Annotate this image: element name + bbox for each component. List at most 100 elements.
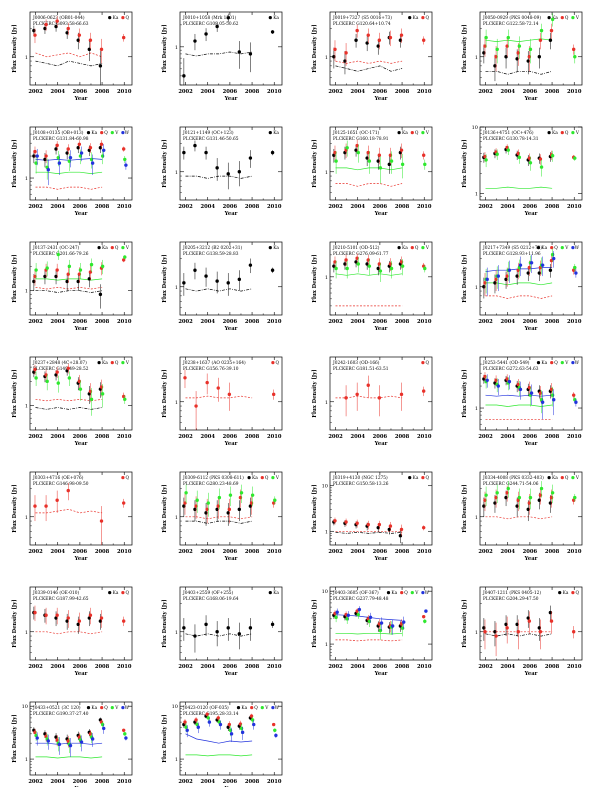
- source-name: J0121+1149 (OC+123): [182, 131, 234, 136]
- x-tick-label: 2008: [545, 664, 560, 670]
- legend-label-q: Q: [275, 361, 279, 366]
- legend-marker-w: [571, 246, 575, 250]
- x-tick-label: 2002: [328, 319, 343, 325]
- chart-panel: 2002 2004 2006 2008 2010 Year 1 10 Flux Density …: [312, 471, 433, 562]
- x-tick-label: 2010: [567, 89, 582, 95]
- data-point-ka: [65, 151, 69, 155]
- x-tick-label: 2006: [523, 319, 538, 325]
- legend-marker-q: [550, 246, 554, 250]
- y-axis-label: Flux Density [Jy]: [462, 484, 468, 532]
- data-point-w: [102, 726, 106, 731]
- legend-marker-v: [271, 476, 275, 480]
- x-tick-label: 2010: [267, 319, 282, 325]
- data-point-v: [389, 266, 394, 271]
- legend-label-q: Q: [425, 361, 429, 366]
- data-point-ka: [54, 147, 58, 151]
- data-point-q: [505, 274, 509, 278]
- planck-id: PLCKERC G093.58-66.63: [33, 22, 89, 27]
- data-point-w: [207, 720, 212, 724]
- x-axis-label: Year: [74, 211, 88, 217]
- detection-limit-ka: [335, 531, 403, 534]
- y-axis-label: Flux Density [Jy]: [162, 139, 168, 187]
- x-tick-label: 2010: [567, 434, 582, 440]
- legend-label-ka: Ka: [552, 131, 558, 136]
- chart-panel: 2002 2004 2006 2008 2010 Year 1 Flux Density [J…: [312, 241, 433, 332]
- axes-frame: [479, 241, 583, 316]
- planck-id: PLCKERC G149.49-28.52: [33, 367, 89, 372]
- legend-label-w: W: [575, 361, 580, 366]
- source-name: J0006-0623 (OB01-044): [32, 16, 85, 21]
- y-tick-label: 1: [25, 757, 28, 763]
- legend-label-v: V: [575, 476, 580, 481]
- x-tick-label: 2008: [545, 89, 560, 95]
- detection-limit-ka: [185, 175, 253, 179]
- x-axis-label: Year: [374, 326, 388, 332]
- data-point-ka: [248, 52, 253, 56]
- y-axis-label: Flux Density [Jy]: [12, 714, 18, 762]
- data-point-q: [483, 44, 487, 48]
- axes-frame: [329, 471, 433, 546]
- detection-limit-q: [485, 295, 553, 299]
- data-point-q: [121, 258, 126, 262]
- y-tick-label: 1: [475, 406, 478, 412]
- data-point-q: [494, 378, 498, 382]
- legend-marker-w: [271, 706, 275, 710]
- legend-label-q: Q: [104, 706, 108, 711]
- data-point-ka: [76, 38, 80, 42]
- x-axis-label: Year: [374, 96, 388, 102]
- chart-panel: 2002 2004 2006 2008 2010 Year 1 10 Flux Density …: [462, 125, 583, 217]
- source-name: J0237+2848 (4C+28.07): [32, 361, 87, 366]
- data-point-q: [377, 262, 382, 266]
- data-point-w: [90, 737, 95, 741]
- data-point-ka: [387, 527, 392, 532]
- data-point-v: [484, 35, 488, 40]
- data-point-v: [56, 252, 60, 257]
- detection-limit-v: [185, 754, 253, 757]
- x-tick-label: 2006: [223, 204, 238, 210]
- data-point-q: [99, 142, 104, 146]
- data-point-q: [183, 501, 187, 505]
- detection-limit-ka: [335, 65, 403, 72]
- legend-marker-q: [110, 246, 114, 250]
- data-point-q: [66, 147, 70, 151]
- x-axis-label: Year: [374, 441, 388, 447]
- x-tick-label: 2006: [373, 434, 388, 440]
- axes-frame: [29, 356, 133, 431]
- data-point-ka: [237, 170, 242, 174]
- legend-marker-q: [100, 131, 104, 135]
- data-point-w: [390, 624, 395, 628]
- data-point-q: [366, 258, 370, 262]
- x-tick-label: 2004: [500, 204, 515, 210]
- x-axis-label: Year: [374, 556, 388, 562]
- x-tick-label: 2002: [178, 664, 193, 670]
- source-name: J0334-4008 (PKS 0332-403): [482, 476, 544, 481]
- legend-label-v: V: [125, 246, 130, 251]
- y-tick-label: 1: [475, 55, 478, 61]
- data-point-ka: [98, 64, 103, 68]
- data-point-v: [378, 166, 383, 170]
- x-tick-label: 2004: [350, 549, 365, 555]
- planck-id: PLCKERC G128.93+11.96: [483, 252, 541, 257]
- detection-limit-q: [35, 52, 103, 58]
- data-point-q: [194, 404, 198, 408]
- planck-id: PLCKERC G190.37-27.40: [33, 712, 89, 717]
- data-point-ka: [248, 626, 253, 630]
- data-point-q: [377, 153, 382, 157]
- x-tick-label: 2004: [200, 319, 215, 325]
- data-point-ka: [270, 30, 275, 34]
- axes-frame: [29, 11, 133, 86]
- axes-frame: [179, 586, 283, 661]
- data-point-q: [527, 619, 532, 623]
- data-point-w: [240, 730, 245, 735]
- data-point-v: [517, 44, 522, 48]
- detection-limit-ka: [485, 70, 553, 75]
- x-tick-label: 2008: [95, 89, 110, 95]
- data-point-w: [79, 151, 84, 155]
- x-tick-label: 2004: [200, 549, 215, 555]
- x-tick-label: 2010: [567, 319, 582, 325]
- data-point-ka: [182, 504, 186, 508]
- data-point-q: [205, 712, 209, 717]
- planck-id: PLCKERC G187.99-42.65: [33, 597, 89, 602]
- data-point-ka: [193, 634, 197, 638]
- detection-limit-v: [35, 756, 103, 759]
